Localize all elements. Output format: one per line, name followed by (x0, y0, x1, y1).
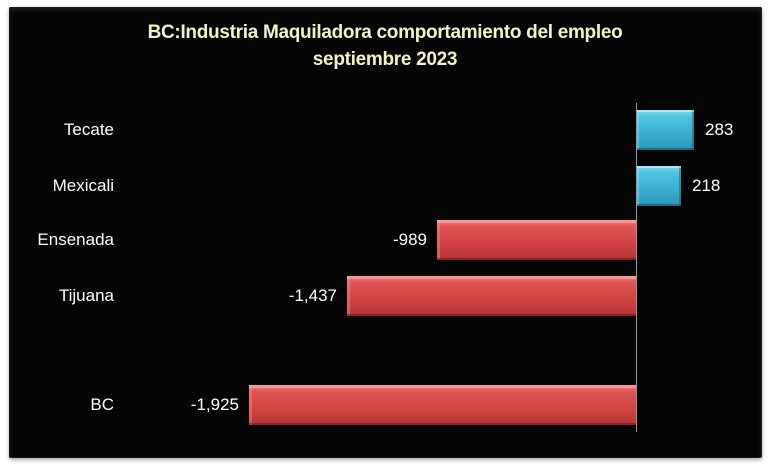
bar-mexicali (637, 166, 681, 206)
value-label: -989 (392, 230, 427, 249)
category-label: Mexicali (52, 176, 114, 195)
category-label: Tijuana (58, 286, 114, 305)
chart-title: BC:Industria Maquiladora comportamiento … (0, 19, 770, 73)
chart-title-line2: septiembre 2023 (312, 49, 458, 70)
value-label: -1,925 (190, 395, 239, 414)
zero-axis-line (636, 103, 637, 432)
category-label: Tecate (63, 120, 114, 139)
category-label: BC (90, 395, 114, 414)
bar-ensenada (437, 220, 636, 260)
bar-tijuana (347, 276, 636, 316)
chart-title-line1: BC:Industria Maquiladora comportamiento … (147, 22, 623, 43)
bar-bc (249, 385, 636, 425)
value-label: 283 (705, 120, 734, 139)
category-label: Ensenada (37, 230, 114, 249)
value-label: -1,437 (288, 286, 337, 305)
value-label: 218 (692, 176, 721, 195)
bar-tecate (637, 110, 694, 150)
